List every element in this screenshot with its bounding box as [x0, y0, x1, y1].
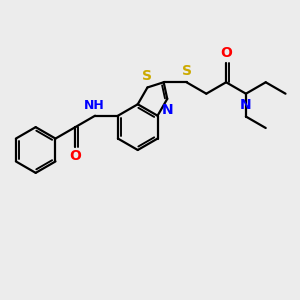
Text: S: S: [142, 69, 152, 83]
Text: S: S: [182, 64, 191, 78]
Text: NH: NH: [84, 99, 104, 112]
Text: N: N: [240, 98, 252, 112]
Text: O: O: [69, 149, 81, 163]
Text: O: O: [220, 46, 232, 60]
Text: N: N: [161, 103, 173, 117]
